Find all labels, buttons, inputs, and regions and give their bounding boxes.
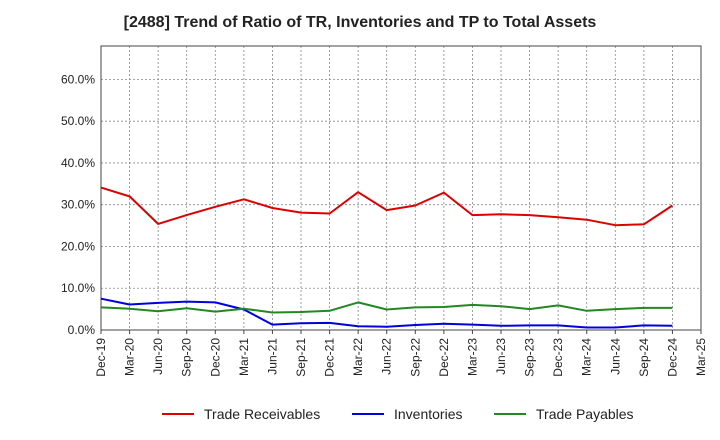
x-tick-label: Dec-22 [437,338,451,377]
x-tick-label: Jun-22 [380,338,394,375]
y-tick-label: 40.0% [61,156,95,170]
x-tick-label: Mar-23 [465,338,479,376]
x-tick-label: Sep-23 [523,338,537,377]
x-tick-label: Jun-20 [151,338,165,375]
y-tick-label: 0.0% [68,323,96,337]
plot-frame [100,45,702,331]
x-tick-label: Sep-21 [294,338,308,377]
x-tick-label: Dec-21 [323,338,337,377]
y-tick-label: 50.0% [61,114,95,128]
x-tick-label: Sep-20 [180,338,194,377]
x-tick-label: Dec-24 [665,338,679,377]
x-tick-label: Mar-20 [123,338,137,376]
y-tick-label: 30.0% [61,198,95,212]
x-tick-label: Jun-21 [265,338,279,375]
y-tick-label: 20.0% [61,239,95,253]
x-tick-label: Mar-25 [694,338,708,376]
legend-label-trade-receivables: Trade Receivables [204,406,320,422]
x-tick-label: Dec-23 [551,338,565,377]
series-line-inventories [100,297,673,329]
x-tick-label: Dec-20 [208,338,222,377]
x-tick-label: Dec-19 [94,338,108,377]
x-tick-label: Mar-21 [237,338,251,376]
y-tick-label: 10.0% [61,281,95,295]
legend-label-inventories: Inventories [394,406,462,422]
x-tick-label: Sep-22 [408,338,422,377]
y-tick-label: 60.0% [61,72,95,86]
series-line-trade-receivables [100,186,673,227]
x-tick-label: Sep-24 [637,338,651,377]
x-tick-label: Jun-23 [494,338,508,375]
series-line-trade-payables [100,301,673,314]
x-tick-label: Mar-24 [580,338,594,376]
legend-label-trade-payables: Trade Payables [536,406,634,422]
chart-title: [2488] Trend of Ratio of TR, Inventories… [123,14,597,31]
x-tick-label: Jun-24 [608,338,622,375]
x-tick-label: Mar-22 [351,338,365,376]
